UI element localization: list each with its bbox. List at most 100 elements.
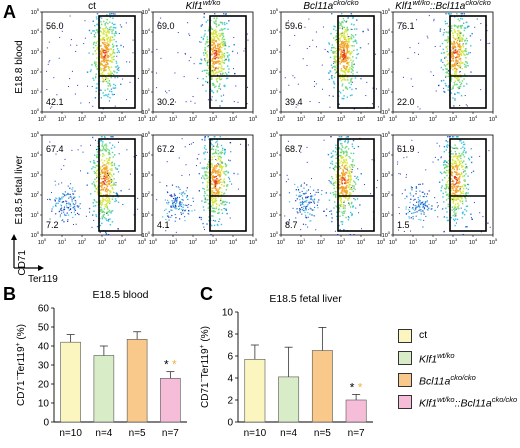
event-dot <box>422 209 424 212</box>
event-dot <box>454 25 457 27</box>
event-dot <box>335 71 337 73</box>
event-dot <box>102 48 104 50</box>
event-dot <box>353 187 355 189</box>
event-dot <box>217 67 219 70</box>
event-dot <box>114 154 116 156</box>
x-tick-label: 104 <box>229 114 238 123</box>
event-dot <box>352 17 354 19</box>
event-dot <box>453 168 456 170</box>
event-dot <box>103 167 105 169</box>
event-dot <box>72 187 74 189</box>
event-dot <box>452 183 455 185</box>
event-dot <box>105 143 107 145</box>
event-dot <box>58 210 60 213</box>
event-dot <box>93 181 95 183</box>
event-dot <box>233 37 235 39</box>
event-dot <box>223 178 225 180</box>
event-dot <box>106 48 109 51</box>
event-dot <box>304 26 306 28</box>
event-dot <box>101 217 104 220</box>
event-dot <box>109 182 111 185</box>
event-dot <box>213 170 215 172</box>
event-dot <box>189 143 191 145</box>
event-dot <box>447 36 449 38</box>
bar <box>244 358 266 423</box>
event-dot <box>59 209 61 211</box>
event-dot <box>352 73 354 75</box>
event-dot <box>445 166 447 168</box>
event-dot <box>448 186 450 189</box>
event-dot <box>96 57 98 59</box>
event-dot <box>215 19 217 21</box>
event-dot <box>79 170 81 172</box>
event-dot <box>217 37 220 40</box>
event-dot <box>55 153 57 155</box>
event-dot <box>109 27 111 29</box>
event-dot <box>110 54 112 56</box>
event-dot <box>200 25 203 27</box>
event-dot <box>460 162 462 165</box>
event-dot <box>178 197 180 199</box>
event-dot <box>206 171 209 174</box>
event-dot <box>299 198 301 201</box>
event-dot <box>457 18 459 20</box>
event-dot <box>104 42 106 44</box>
event-dot <box>219 166 222 168</box>
event-dot <box>348 64 350 66</box>
event-dot <box>111 144 114 146</box>
event-dot <box>341 173 344 175</box>
event-dot <box>210 162 213 165</box>
event-dot <box>77 206 79 208</box>
event-dot <box>218 87 220 90</box>
event-dot <box>408 217 410 219</box>
event-dot <box>186 204 188 207</box>
event-dot <box>111 39 113 41</box>
event-dot <box>334 56 337 58</box>
event-dot <box>461 39 463 41</box>
event-dot <box>204 197 206 199</box>
event-dot <box>354 40 356 43</box>
event-dot <box>447 195 450 197</box>
event-dot <box>102 214 104 216</box>
event-dot <box>347 68 350 71</box>
event-dot <box>109 191 112 193</box>
event-dot <box>204 137 206 139</box>
event-dot <box>341 174 344 176</box>
event-dot <box>224 23 226 26</box>
event-dot <box>200 62 203 65</box>
event-dot <box>447 203 449 206</box>
event-dot <box>107 82 109 84</box>
event-dot <box>310 220 312 222</box>
event-dot <box>335 61 337 63</box>
event-dot <box>441 208 444 210</box>
event-dot <box>67 185 69 187</box>
event-dot <box>300 201 302 203</box>
event-dot <box>348 61 350 63</box>
event-dot <box>320 193 323 196</box>
event-dot <box>409 210 411 213</box>
event-dot <box>103 65 106 67</box>
event-dot <box>447 86 449 88</box>
event-dot <box>487 222 489 224</box>
event-dot <box>469 35 472 37</box>
flow-plot: 10010510110410210310310210410110510059.6… <box>270 7 386 123</box>
event-dot <box>184 193 186 195</box>
event-dot <box>333 83 336 85</box>
event-dot <box>103 59 106 61</box>
event-dot <box>203 147 206 149</box>
event-dot <box>453 82 456 84</box>
event-dot <box>336 206 338 208</box>
event-dot <box>113 146 116 148</box>
event-dot <box>345 87 347 89</box>
event-dot <box>346 88 349 90</box>
event-dot <box>68 202 70 204</box>
event-dot <box>214 48 217 50</box>
event-dot <box>129 173 131 175</box>
event-dot <box>101 50 104 52</box>
event-dot <box>458 46 461 48</box>
event-dot <box>202 222 204 225</box>
event-dot <box>116 193 118 195</box>
event-dot <box>114 105 116 107</box>
event-dot <box>461 40 463 42</box>
event-dot <box>334 230 336 232</box>
